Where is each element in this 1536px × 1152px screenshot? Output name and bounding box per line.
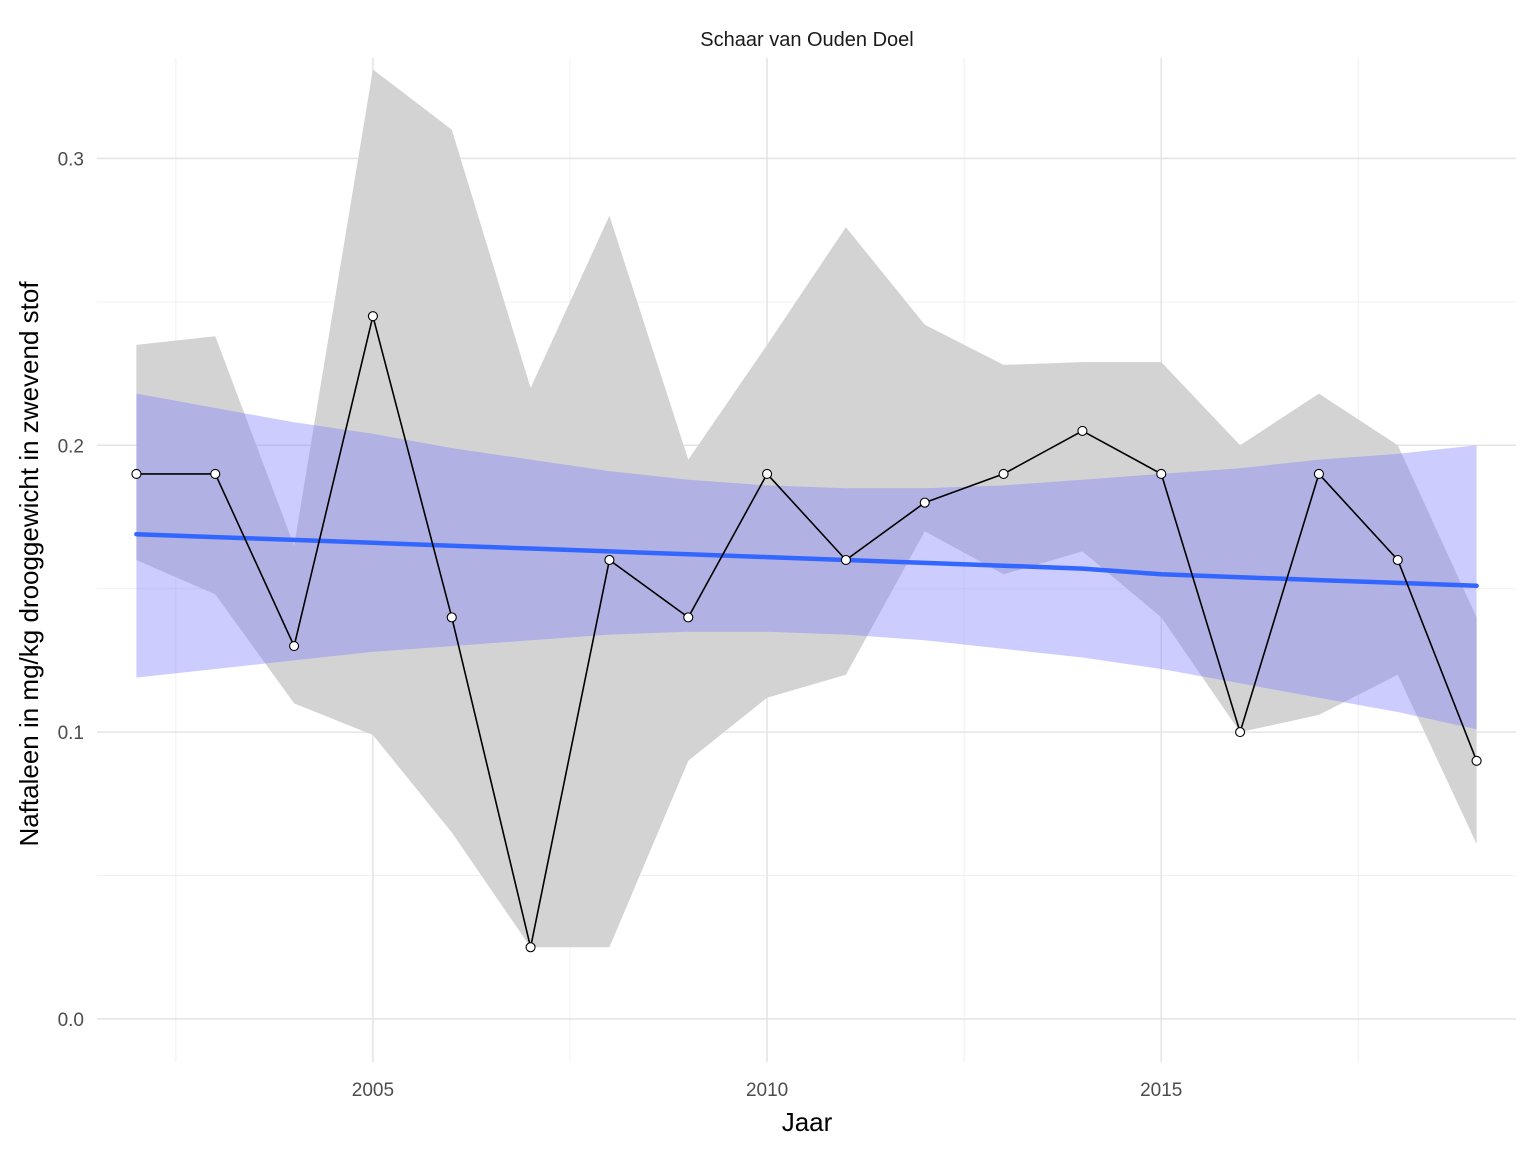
- trend-line-path: [134, 531, 1479, 589]
- x-tick-label: 2005: [352, 1080, 394, 1101]
- data-point: [367, 311, 378, 322]
- data-point: [1156, 468, 1167, 479]
- y-tick-label: 0.0: [58, 1010, 84, 1031]
- range-band-area: [136, 69, 1477, 948]
- confidence-band-area: [136, 393, 1477, 730]
- data-point: [210, 468, 221, 479]
- data-points: [131, 311, 1482, 953]
- data-line: [136, 315, 1478, 949]
- trend-line: [134, 531, 1479, 589]
- series-line-path: [136, 315, 1478, 949]
- x-axis-ticks: 2005 2010 2015: [352, 1080, 1183, 1101]
- data-point: [919, 497, 930, 508]
- data-point: [525, 942, 536, 953]
- data-point: [1392, 554, 1403, 566]
- y-tick-label: 0.2: [58, 436, 84, 457]
- data-point: [1235, 727, 1246, 738]
- data-point: [762, 468, 773, 479]
- data-point: [446, 612, 457, 623]
- data-point: [1313, 468, 1324, 479]
- range-band: [136, 69, 1477, 948]
- confidence-band: [136, 393, 1477, 730]
- data-point: [840, 554, 851, 566]
- data-point: [998, 468, 1009, 479]
- y-axis-title: Naftaleen in mg/kg drooggewicht in zweve…: [14, 281, 44, 847]
- chart-title: Schaar van Ouden Doel: [700, 29, 913, 51]
- x-tick-label: 2015: [1140, 1080, 1182, 1101]
- y-tick-label: 0.3: [58, 149, 84, 170]
- data-point: [289, 641, 300, 652]
- data-point: [1077, 425, 1088, 436]
- data-point: [1471, 755, 1482, 766]
- x-axis-title: Jaar: [782, 1107, 833, 1137]
- x-tick-label: 2010: [746, 1080, 788, 1101]
- y-axis-ticks: 0.0 0.1 0.2 0.3: [58, 149, 84, 1031]
- data-point: [604, 554, 615, 566]
- y-tick-label: 0.1: [58, 723, 84, 744]
- data-point: [131, 468, 142, 479]
- data-point: [683, 612, 694, 623]
